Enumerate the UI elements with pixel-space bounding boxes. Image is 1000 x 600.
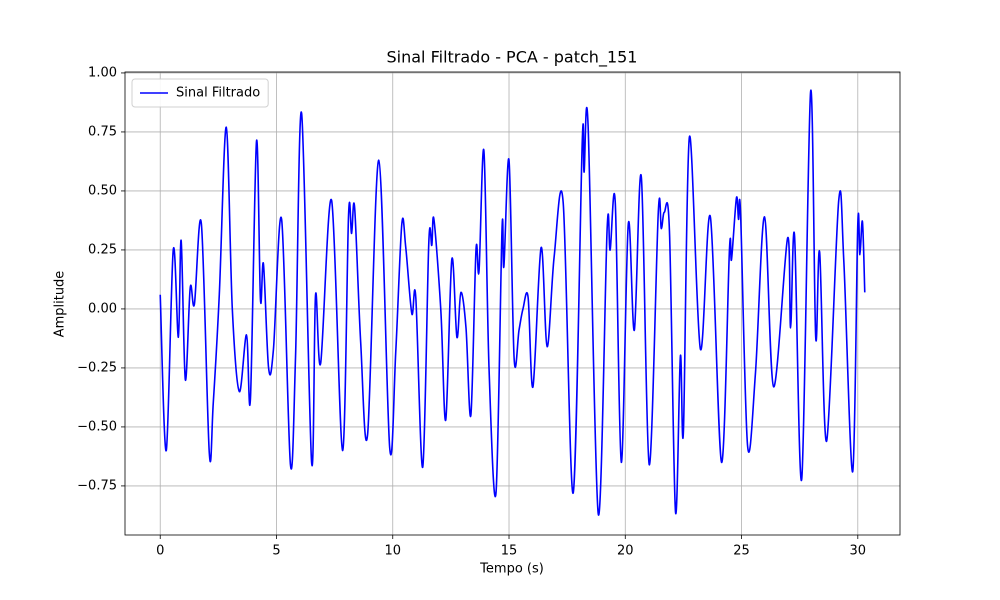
x-tick-label: 20 — [617, 544, 634, 559]
chart-title: Sinal Filtrado - PCA - patch_151 — [387, 48, 638, 68]
y-tick-label: −0.50 — [77, 419, 117, 434]
x-tick-label: 10 — [384, 544, 401, 559]
y-axis-label: Amplitude — [53, 271, 68, 338]
x-tick-label: 0 — [156, 544, 164, 559]
y-tick-label: 1.00 — [88, 65, 117, 80]
y-tick-label: 0.00 — [88, 301, 117, 316]
x-axis-label: Tempo (s) — [479, 562, 544, 577]
y-tick-label: −0.25 — [77, 360, 117, 375]
x-tick-label: 30 — [850, 544, 867, 559]
x-tick-label: 5 — [272, 544, 280, 559]
legend-label: Sinal Filtrado — [176, 86, 260, 101]
x-tick-label: 15 — [501, 544, 518, 559]
y-tick-label: 0.50 — [88, 183, 117, 198]
y-tick-label: 0.75 — [88, 124, 117, 139]
y-tick-label: 0.25 — [88, 242, 117, 257]
data-line — [159, 89, 866, 516]
y-tick-label: −0.75 — [77, 478, 117, 493]
legend: Sinal Filtrado — [131, 78, 269, 108]
legend-box — [131, 78, 269, 108]
plot-frame — [124, 71, 901, 536]
x-tick-label: 25 — [733, 544, 750, 559]
